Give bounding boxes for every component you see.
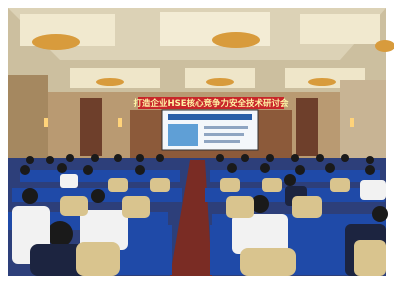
door bbox=[80, 98, 102, 156]
banner-text: 打造企业HSE核心竞争力安全技术研讨会 bbox=[133, 98, 289, 109]
photo: 打造企业HSE核心竞争力安全技术研讨会 bbox=[8, 8, 394, 276]
door bbox=[296, 98, 318, 156]
conference-photo: 打造企业HSE核心竞争力安全技术研讨会 bbox=[0, 0, 394, 284]
ceiling-coffer bbox=[300, 14, 380, 44]
slide-image bbox=[168, 124, 198, 146]
slide-header bbox=[168, 114, 252, 120]
